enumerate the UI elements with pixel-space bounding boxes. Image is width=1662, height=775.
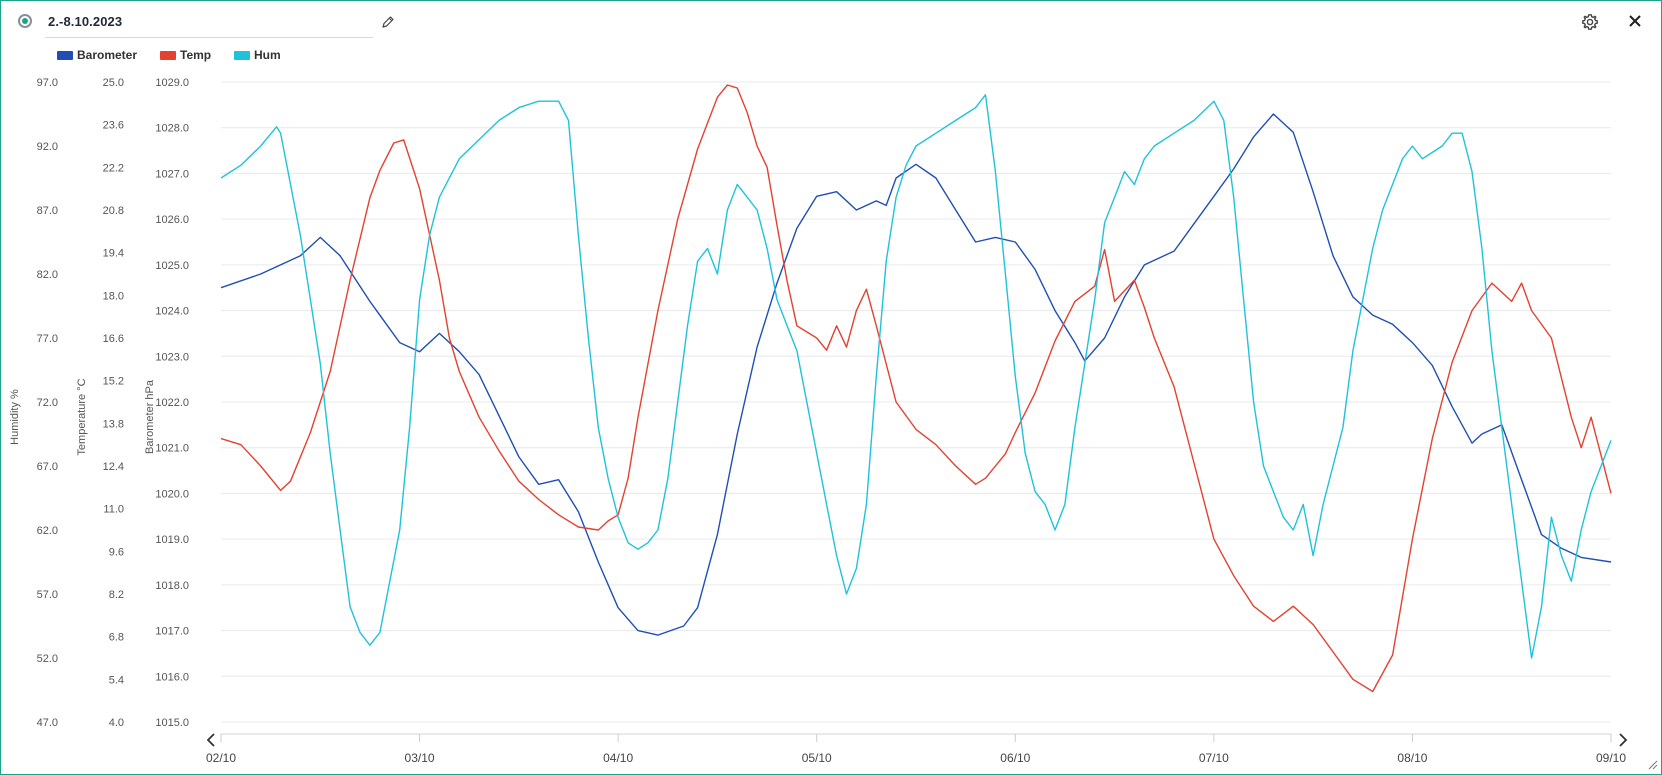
y-tick-label-hum: 92.0 — [37, 141, 58, 153]
axis-title-baro: Barometer hPa — [144, 379, 156, 454]
y-tick-label-temp: 5.4 — [109, 674, 124, 686]
y-tick-label-baro: 1022.0 — [155, 397, 189, 409]
y-tick-label-baro: 1019.0 — [155, 534, 189, 546]
x-tick-label: 07/10 — [1199, 751, 1229, 765]
axis-title-hum: Humidity % — [9, 389, 21, 445]
y-tick-label-temp: 23.6 — [103, 120, 124, 132]
y-tick-label-hum: 82.0 — [37, 269, 58, 281]
pencil-icon[interactable] — [381, 15, 395, 29]
x-tick-label: 04/10 — [603, 751, 633, 765]
x-tick-label: 02/10 — [206, 751, 236, 765]
x-tick-label: 06/10 — [1000, 751, 1030, 765]
resize-handle-icon[interactable] — [1646, 758, 1658, 770]
legend-label: Temp — [180, 48, 212, 62]
legend-label: Hum — [254, 48, 281, 62]
y-tick-label-temp: 20.8 — [103, 205, 124, 217]
y-tick-label-temp: 8.2 — [109, 589, 124, 601]
y-tick-label-temp: 18.0 — [103, 290, 124, 302]
y-tick-label-hum: 97.0 — [37, 77, 58, 89]
y-tick-label-temp: 25.0 — [103, 77, 124, 89]
header: 2.-8.10.2023 — [1, 1, 1661, 45]
legend-label: Barometer — [77, 48, 138, 62]
y-tick-label-baro: 1015.0 — [155, 717, 189, 729]
y-tick-label-baro: 1020.0 — [155, 488, 189, 500]
y-tick-label-hum: 47.0 — [37, 717, 58, 729]
y-tick-label-temp: 13.8 — [103, 418, 124, 430]
chevron-right-icon[interactable] — [1619, 733, 1628, 747]
y-tick-label-hum: 57.0 — [37, 589, 58, 601]
x-tick-label: 09/10 — [1596, 751, 1626, 765]
x-tick-label: 03/10 — [405, 751, 435, 765]
y-tick-label-hum: 72.0 — [37, 397, 58, 409]
y-tick-label-hum: 67.0 — [37, 461, 58, 473]
y-tick-label-hum: 87.0 — [37, 205, 58, 217]
x-tick-label: 08/10 — [1397, 751, 1427, 765]
y-tick-label-baro: 1016.0 — [155, 671, 189, 683]
axis-title-temp: Temperature °C — [76, 378, 88, 455]
chevron-left-icon[interactable] — [206, 733, 215, 747]
x-tick-label: 05/10 — [802, 751, 832, 765]
page-title: 2.-8.10.2023 — [48, 14, 123, 29]
legend-swatch — [57, 51, 73, 60]
y-tick-label-temp: 11.0 — [103, 504, 124, 516]
title-field[interactable]: 2.-8.10.2023 — [45, 9, 373, 38]
y-tick-label-temp: 4.0 — [109, 717, 124, 729]
y-tick-label-temp: 6.8 — [109, 632, 124, 644]
y-tick-label-baro: 1025.0 — [155, 260, 189, 272]
y-tick-label-temp: 15.2 — [103, 376, 124, 388]
y-tick-label-hum: 52.0 — [37, 653, 58, 665]
legend-swatch — [160, 51, 176, 60]
y-tick-label-baro: 1027.0 — [155, 168, 189, 180]
y-tick-label-temp: 19.4 — [103, 248, 124, 260]
series-line-barometer — [220, 113, 1612, 636]
y-tick-label-baro: 1021.0 — [155, 443, 189, 455]
y-tick-label-baro: 1017.0 — [155, 626, 189, 638]
legend-swatch — [234, 51, 250, 60]
close-icon[interactable] — [1627, 13, 1643, 29]
y-tick-label-baro: 1024.0 — [155, 306, 189, 318]
series-line-temp — [220, 84, 1612, 693]
y-tick-label-hum: 77.0 — [37, 333, 58, 345]
y-tick-label-baro: 1028.0 — [155, 123, 189, 135]
y-tick-label-baro: 1029.0 — [155, 77, 189, 89]
y-tick-label-hum: 62.0 — [37, 525, 58, 537]
status-radio-icon[interactable] — [18, 14, 32, 28]
y-tick-label-temp: 12.4 — [103, 461, 124, 473]
gear-icon[interactable] — [1581, 13, 1599, 31]
series-line-hum — [220, 94, 1612, 659]
y-tick-label-baro: 1018.0 — [155, 580, 189, 592]
y-tick-label-temp: 16.6 — [103, 333, 124, 345]
y-tick-label-baro: 1023.0 — [155, 351, 189, 363]
y-tick-label-baro: 1026.0 — [155, 214, 189, 226]
y-tick-label-temp: 9.6 — [109, 546, 124, 558]
y-tick-label-temp: 22.2 — [103, 162, 124, 174]
